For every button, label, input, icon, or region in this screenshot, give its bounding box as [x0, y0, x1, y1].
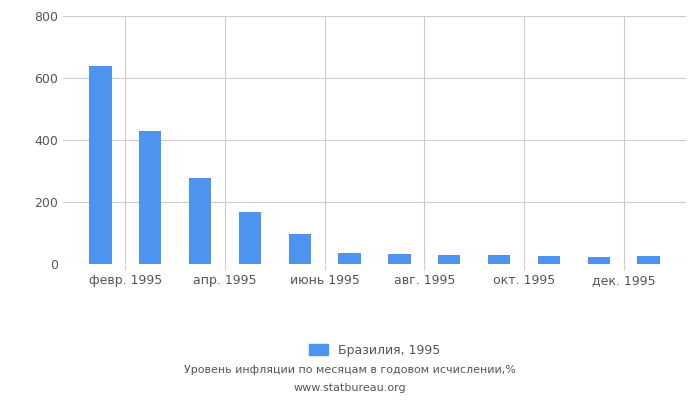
Legend: Бразилия, 1995: Бразилия, 1995	[304, 339, 445, 362]
Bar	[438, 255, 461, 264]
Bar	[288, 234, 311, 264]
Bar	[139, 131, 162, 264]
Text: www.statbureau.org: www.statbureau.org	[294, 383, 406, 393]
Bar	[89, 66, 111, 264]
Text: Уровень инфляции по месяцам в годовом исчислении,%: Уровень инфляции по месяцам в годовом ис…	[184, 365, 516, 375]
Bar	[338, 252, 360, 264]
Bar	[538, 256, 560, 264]
Bar	[389, 254, 411, 264]
Bar	[239, 212, 261, 264]
Bar	[488, 255, 510, 264]
Bar	[587, 256, 610, 264]
Bar	[638, 256, 660, 264]
Bar	[189, 178, 211, 264]
